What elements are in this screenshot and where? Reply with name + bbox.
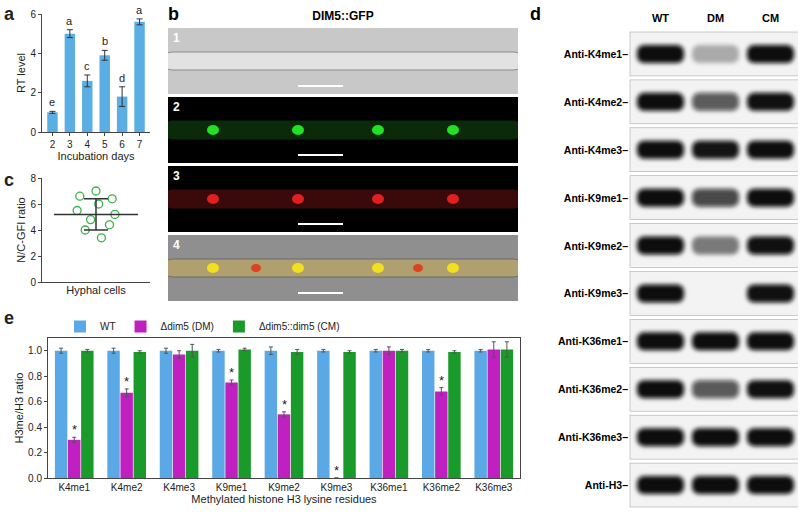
svg-text:CM: CM bbox=[762, 12, 779, 24]
svg-text:d: d bbox=[530, 4, 541, 24]
svg-text:7: 7 bbox=[137, 139, 143, 150]
svg-text:Anti-K9me3–: Anti-K9me3– bbox=[564, 287, 628, 299]
svg-text:8: 8 bbox=[30, 173, 36, 184]
svg-text:2: 2 bbox=[30, 251, 36, 262]
svg-text:Anti-K9me2–: Anti-K9me2– bbox=[564, 240, 628, 252]
svg-text:3: 3 bbox=[173, 169, 180, 183]
svg-text:Anti-K4me3–: Anti-K4me3– bbox=[564, 144, 628, 156]
svg-text:K36me1: K36me1 bbox=[370, 482, 408, 493]
svg-text:e: e bbox=[4, 308, 14, 328]
svg-text:c: c bbox=[84, 60, 90, 72]
svg-text:WT: WT bbox=[652, 12, 669, 24]
svg-text:a: a bbox=[66, 15, 73, 27]
svg-text:K4me2: K4me2 bbox=[111, 482, 143, 493]
svg-text:Δdim5 (DM): Δdim5 (DM) bbox=[161, 321, 214, 332]
svg-text:K36me3: K36me3 bbox=[475, 482, 513, 493]
svg-text:*: * bbox=[439, 373, 444, 388]
svg-text:5: 5 bbox=[102, 139, 108, 150]
svg-text:K4me1: K4me1 bbox=[58, 482, 90, 493]
svg-text:K9me2: K9me2 bbox=[268, 482, 300, 493]
svg-text:*: * bbox=[229, 365, 234, 380]
svg-text:*: * bbox=[124, 374, 129, 389]
svg-text:Anti-K36me3–: Anti-K36me3– bbox=[558, 431, 628, 443]
svg-text:2: 2 bbox=[30, 87, 36, 98]
svg-text:1.0: 1.0 bbox=[28, 345, 42, 356]
svg-text:Anti-K4me2–: Anti-K4me2– bbox=[564, 96, 628, 108]
svg-text:Methylated histone H3 lysine r: Methylated histone H3 lysine residues bbox=[191, 493, 377, 505]
svg-text:0.0: 0.0 bbox=[28, 473, 42, 484]
svg-text:N/C-GFI ratio: N/C-GFI ratio bbox=[15, 197, 27, 262]
svg-text:K9me1: K9me1 bbox=[216, 482, 248, 493]
svg-text:*: * bbox=[282, 397, 287, 412]
svg-text:a: a bbox=[4, 4, 15, 24]
svg-text:6: 6 bbox=[119, 139, 125, 150]
svg-text:0.6: 0.6 bbox=[28, 396, 42, 407]
svg-text:3: 3 bbox=[67, 139, 73, 150]
svg-text:0: 0 bbox=[30, 277, 36, 288]
svg-text:6: 6 bbox=[30, 199, 36, 210]
svg-text:*: * bbox=[72, 422, 77, 437]
svg-text:*: * bbox=[334, 463, 339, 478]
svg-text:4: 4 bbox=[173, 238, 180, 252]
svg-text:0.2: 0.2 bbox=[28, 447, 42, 458]
svg-text:c: c bbox=[4, 170, 14, 190]
svg-text:DM: DM bbox=[707, 12, 724, 24]
svg-text:Anti-K36me1–: Anti-K36me1– bbox=[558, 335, 628, 347]
svg-text:Anti-K36me2–: Anti-K36me2– bbox=[558, 383, 628, 395]
svg-text:Δdim5::dim5 (CM): Δdim5::dim5 (CM) bbox=[259, 321, 340, 332]
svg-text:WT: WT bbox=[100, 321, 116, 332]
svg-text:4: 4 bbox=[30, 48, 36, 59]
svg-text:4: 4 bbox=[30, 225, 36, 236]
svg-text:6: 6 bbox=[30, 9, 36, 20]
svg-text:1: 1 bbox=[173, 31, 180, 45]
svg-text:e: e bbox=[49, 96, 55, 108]
svg-text:b: b bbox=[168, 4, 179, 24]
svg-text:Anti-H3–: Anti-H3– bbox=[585, 479, 628, 491]
svg-text:Hyphal cells: Hyphal cells bbox=[66, 284, 126, 296]
svg-text:4: 4 bbox=[85, 139, 91, 150]
svg-text:d: d bbox=[119, 72, 125, 84]
svg-text:b: b bbox=[102, 35, 108, 47]
svg-text:K4me3: K4me3 bbox=[163, 482, 195, 493]
svg-text:H3me/H3 ratio: H3me/H3 ratio bbox=[13, 373, 25, 444]
svg-text:Incubation days: Incubation days bbox=[57, 150, 135, 162]
svg-text:2: 2 bbox=[50, 139, 56, 150]
svg-text:K9me3: K9me3 bbox=[321, 482, 353, 493]
svg-text:0.4: 0.4 bbox=[28, 422, 42, 433]
svg-text:DIM5::GFP: DIM5::GFP bbox=[312, 9, 373, 23]
svg-text:RT level: RT level bbox=[15, 53, 27, 93]
svg-text:a: a bbox=[136, 4, 143, 16]
svg-text:Anti-K9me1–: Anti-K9me1– bbox=[564, 192, 628, 204]
svg-text:Anti-K4me1–: Anti-K4me1– bbox=[564, 48, 628, 60]
svg-text:0: 0 bbox=[30, 127, 36, 138]
svg-text:0.8: 0.8 bbox=[28, 371, 42, 382]
svg-text:K36me2: K36me2 bbox=[423, 482, 461, 493]
svg-text:2: 2 bbox=[173, 100, 180, 114]
